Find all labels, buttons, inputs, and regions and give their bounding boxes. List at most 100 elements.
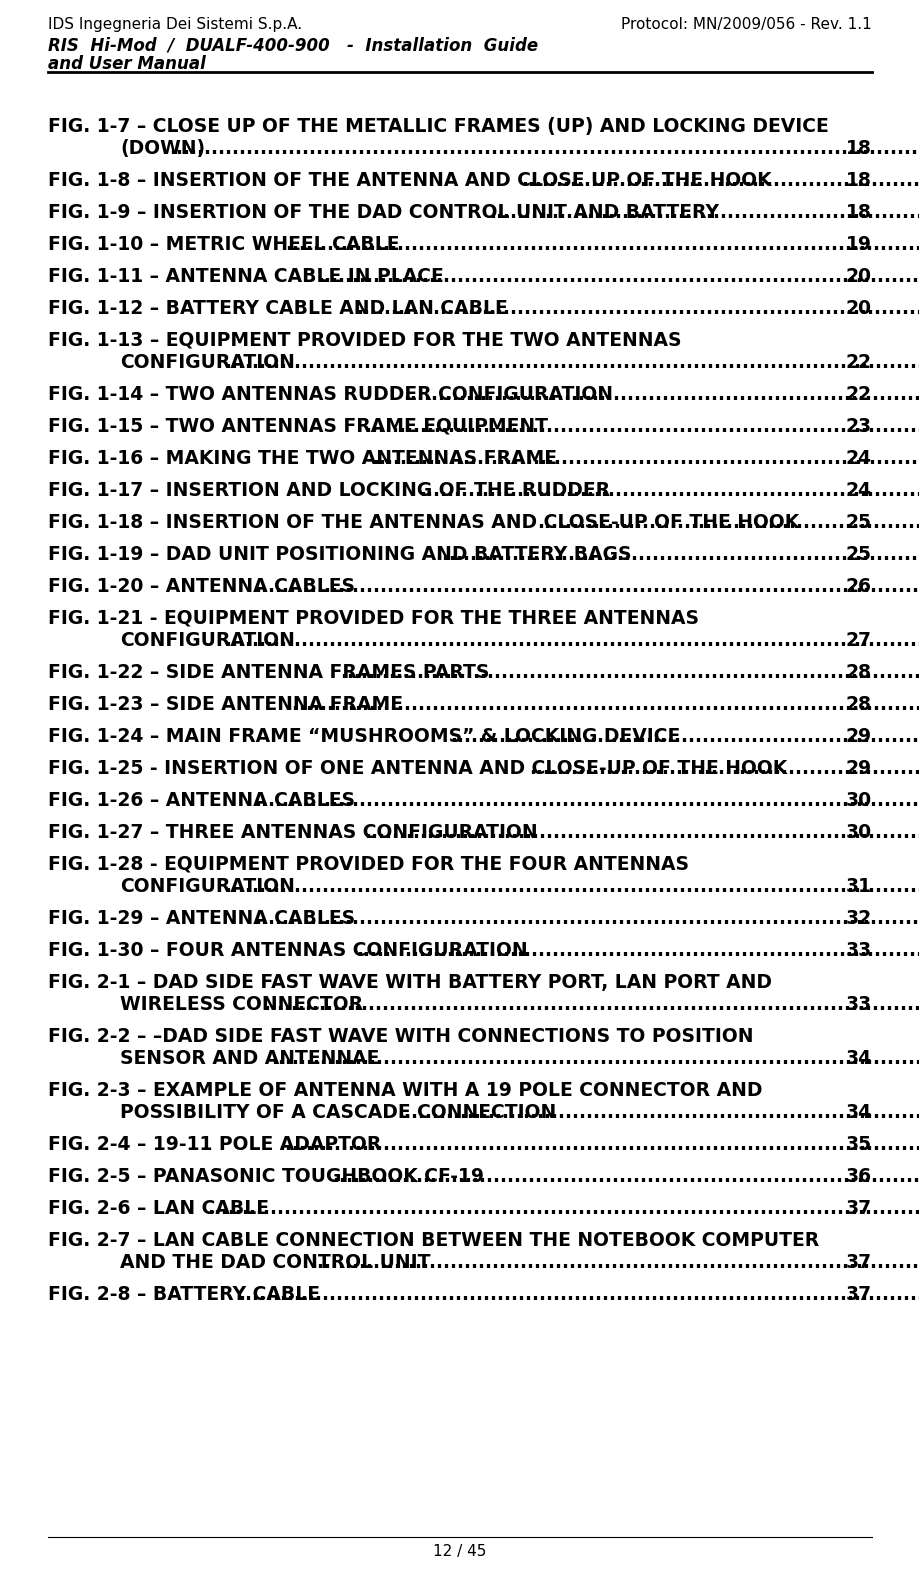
Text: 34: 34 <box>845 1048 871 1067</box>
Text: FIG. 1-26 – ANTENNA CABLES: FIG. 1-26 – ANTENNA CABLES <box>48 791 355 810</box>
Text: 19: 19 <box>845 235 871 254</box>
Text: 24: 24 <box>845 448 871 467</box>
Text: 20: 20 <box>845 267 871 286</box>
Text: FIG. 1-25 - INSERTION OF ONE ANTENNA AND CLOSE-UP OF THE HOOK: FIG. 1-25 - INSERTION OF ONE ANTENNA AND… <box>48 759 787 778</box>
Text: ................................................................................: ........................................… <box>310 1254 919 1273</box>
Text: 23: 23 <box>845 417 871 436</box>
Text: 24: 24 <box>845 482 871 501</box>
Text: IDS Ingegneria Dei Sistemi S.p.A.: IDS Ingegneria Dei Sistemi S.p.A. <box>48 17 301 32</box>
Text: ................................................................................: ........................................… <box>263 995 919 1014</box>
Text: ................................................................................: ........................................… <box>489 204 919 223</box>
Text: FIG. 1-24 – MAIN FRAME “MUSHROOMS” & LOCKING DEVICE: FIG. 1-24 – MAIN FRAME “MUSHROOMS” & LOC… <box>48 726 679 745</box>
Text: FIG. 1-16 – MAKING THE TWO ANTENNAS FRAME: FIG. 1-16 – MAKING THE TWO ANTENNAS FRAM… <box>48 448 556 467</box>
Text: ................................................................................: ........................................… <box>278 1135 919 1154</box>
Text: AND THE DAD CONTROL UNIT: AND THE DAD CONTROL UNIT <box>119 1254 430 1273</box>
Text: ................................................................................: ........................................… <box>207 1198 919 1217</box>
Text: FIG. 1-28 - EQUIPMENT PROVIDED FOR THE FOUR ANTENNAS: FIG. 1-28 - EQUIPMENT PROVIDED FOR THE F… <box>48 854 688 875</box>
Text: ................................................................................: ........................................… <box>364 417 919 436</box>
Text: .............................................................................: ........................................… <box>536 513 919 532</box>
Text: FIG. 2-4 – 19-11 POLE ADAPTOR: FIG. 2-4 – 19-11 POLE ADAPTOR <box>48 1135 381 1154</box>
Text: FIG. 1-29 – ANTENNA CABLES: FIG. 1-29 – ANTENNA CABLES <box>48 910 355 928</box>
Text: ................................................................................: ........................................… <box>169 139 919 158</box>
Text: FIG. 1-23 – SIDE ANTENNA FRAME: FIG. 1-23 – SIDE ANTENNA FRAME <box>48 695 403 714</box>
Text: 37: 37 <box>845 1254 871 1273</box>
Text: FIG. 1-14 – TWO ANTENNAS RUDDER CONFIGURATION: FIG. 1-14 – TWO ANTENNAS RUDDER CONFIGUR… <box>48 385 612 404</box>
Text: FIG. 1-9 – INSERTION OF THE DAD CONTROL UNIT AND BATTERY: FIG. 1-9 – INSERTION OF THE DAD CONTROL … <box>48 204 719 223</box>
Text: 18: 18 <box>845 204 871 223</box>
Text: 22: 22 <box>845 354 871 373</box>
Text: ................................................................................: ........................................… <box>403 385 919 404</box>
Text: ................................................................................: ........................................… <box>285 235 919 254</box>
Text: 20: 20 <box>845 298 871 317</box>
Text: CONFIGURATION: CONFIGURATION <box>119 354 295 373</box>
Text: 12 / 45: 12 / 45 <box>433 1544 486 1558</box>
Text: ................................................................................: ........................................… <box>340 663 919 682</box>
Text: 18: 18 <box>845 139 871 158</box>
Text: FIG. 1-22 – SIDE ANTENNA FRAMES PARTS: FIG. 1-22 – SIDE ANTENNA FRAMES PARTS <box>48 663 489 682</box>
Text: ................................................................................: ........................................… <box>434 545 919 564</box>
Text: 27: 27 <box>845 632 871 651</box>
Text: 25: 25 <box>845 545 871 564</box>
Text: FIG. 1-15 – TWO ANTENNAS FRAME EQUIPMENT: FIG. 1-15 – TWO ANTENNAS FRAME EQUIPMENT <box>48 417 548 436</box>
Text: FIG. 1-19 – DAD UNIT POSITIONING AND BATTERY BAGS: FIG. 1-19 – DAD UNIT POSITIONING AND BAT… <box>48 545 630 564</box>
Text: 30: 30 <box>845 823 871 842</box>
Text: 30: 30 <box>845 791 871 810</box>
Text: FIG. 2-3 – EXAMPLE OF ANTENNA WITH A 19 POLE CONNECTOR AND: FIG. 2-3 – EXAMPLE OF ANTENNA WITH A 19 … <box>48 1082 762 1101</box>
Text: ................................................................................: ........................................… <box>520 171 919 189</box>
Text: FIG. 1-17 – INSERTION AND LOCKING OF THE RUDDER: FIG. 1-17 – INSERTION AND LOCKING OF THE… <box>48 482 609 501</box>
Text: 35: 35 <box>845 1135 871 1154</box>
Text: 37: 37 <box>845 1198 871 1217</box>
Text: FIG. 2-6 – LAN CABLE: FIG. 2-6 – LAN CABLE <box>48 1198 268 1217</box>
Text: ................................................................................: ........................................… <box>285 695 919 714</box>
Text: ................................................................................: ........................................… <box>356 941 919 960</box>
Text: 25: 25 <box>845 513 871 532</box>
Text: ...............................................................................: ........................................… <box>528 759 919 778</box>
Text: 31: 31 <box>845 876 871 895</box>
Text: 36: 36 <box>845 1167 871 1186</box>
Text: ................................................................................: ........................................… <box>316 267 919 286</box>
Text: FIG. 2-7 – LAN CABLE CONNECTION BETWEEN THE NOTEBOOK COMPUTER: FIG. 2-7 – LAN CABLE CONNECTION BETWEEN … <box>48 1232 818 1251</box>
Text: ................................................................................: ........................................… <box>333 1167 919 1186</box>
Text: 37: 37 <box>845 1285 871 1304</box>
Text: 29: 29 <box>845 726 871 745</box>
Text: FIG. 1-30 – FOUR ANTENNAS CONFIGURATION: FIG. 1-30 – FOUR ANTENNAS CONFIGURATION <box>48 941 528 960</box>
Text: Protocol: MN/2009/056 - Rev. 1.1: Protocol: MN/2009/056 - Rev. 1.1 <box>620 17 871 32</box>
Text: 28: 28 <box>845 695 871 714</box>
Text: ................................................................................: ........................................… <box>238 1285 919 1304</box>
Text: FIG. 1-7 – CLOSE UP OF THE METALLIC FRAMES (UP) AND LOCKING DEVICE: FIG. 1-7 – CLOSE UP OF THE METALLIC FRAM… <box>48 117 828 136</box>
Text: SENSOR AND ANTENNAE: SENSOR AND ANTENNAE <box>119 1048 379 1067</box>
Text: 28: 28 <box>845 663 871 682</box>
Text: ................................................................................: ........................................… <box>224 632 919 651</box>
Text: ................................................................................: ........................................… <box>450 726 919 745</box>
Text: ................................................................................: ........................................… <box>364 823 919 842</box>
Text: POSSIBILITY OF A CASCADE CONNECTION: POSSIBILITY OF A CASCADE CONNECTION <box>119 1104 556 1123</box>
Text: ................................................................................: ........................................… <box>254 576 919 595</box>
Text: 26: 26 <box>845 576 871 595</box>
Text: ................................................................................: ........................................… <box>418 482 919 501</box>
Text: FIG. 1-10 – METRIC WHEEL CABLE: FIG. 1-10 – METRIC WHEEL CABLE <box>48 235 399 254</box>
Text: ................................................................................: ........................................… <box>371 448 919 467</box>
Text: FIG. 1-11 – ANTENNA CABLE IN PLACE: FIG. 1-11 – ANTENNA CABLE IN PLACE <box>48 267 443 286</box>
Text: (DOWN): (DOWN) <box>119 139 205 158</box>
Text: FIG. 1-13 – EQUIPMENT PROVIDED FOR THE TWO ANTENNAS: FIG. 1-13 – EQUIPMENT PROVIDED FOR THE T… <box>48 332 681 351</box>
Text: ................................................................................: ........................................… <box>254 791 919 810</box>
Text: 33: 33 <box>845 995 871 1014</box>
Text: CONFIGURATION: CONFIGURATION <box>119 632 295 651</box>
Text: RIS  Hi-Mod  /  DUALF-400-900   -  Installation  Guide: RIS Hi-Mod / DUALF-400-900 - Installatio… <box>48 36 538 54</box>
Text: FIG. 1-12 – BATTERY CABLE AND LAN CABLE: FIG. 1-12 – BATTERY CABLE AND LAN CABLE <box>48 298 507 317</box>
Text: ................................................................................: ........................................… <box>254 910 919 928</box>
Text: WIRELESS CONNECTOR: WIRELESS CONNECTOR <box>119 995 363 1014</box>
Text: 32: 32 <box>845 910 871 928</box>
Text: 22: 22 <box>845 385 871 404</box>
Text: FIG. 2-5 – PANASONIC TOUGHBOOK CF-19: FIG. 2-5 – PANASONIC TOUGHBOOK CF-19 <box>48 1167 483 1186</box>
Text: 18: 18 <box>845 171 871 189</box>
Text: FIG. 2-8 – BATTERY CABLE: FIG. 2-8 – BATTERY CABLE <box>48 1285 320 1304</box>
Text: FIG. 1-8 – INSERTION OF THE ANTENNA AND CLOSE UP OF THE HOOK: FIG. 1-8 – INSERTION OF THE ANTENNA AND … <box>48 171 771 189</box>
Text: 33: 33 <box>845 941 871 960</box>
Text: and User Manual: and User Manual <box>48 55 206 73</box>
Text: 34: 34 <box>845 1104 871 1123</box>
Text: ................................................................................: ........................................… <box>224 354 919 373</box>
Text: CONFIGURATION: CONFIGURATION <box>119 876 295 895</box>
Text: ................................................................................: ........................................… <box>356 298 919 317</box>
Text: FIG. 2-1 – DAD SIDE FAST WAVE WITH BATTERY PORT, LAN PORT AND: FIG. 2-1 – DAD SIDE FAST WAVE WITH BATTE… <box>48 973 771 992</box>
